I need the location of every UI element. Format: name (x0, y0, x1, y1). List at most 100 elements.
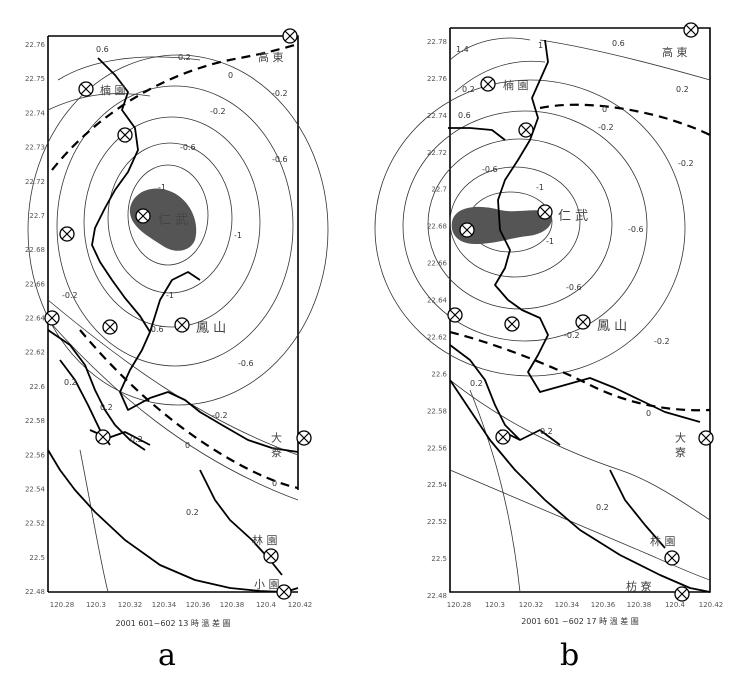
station-marker-b9 (698, 430, 714, 446)
admin-boundary-b3 (609, 469, 666, 549)
y-tick-label: 22.58 (427, 407, 447, 415)
x-tick-labels-b: 120.28 120.3 120.32 120.34 120.36 120.38 120.4… (447, 601, 724, 609)
place-name: 鳳 山 (597, 319, 627, 334)
contour-label: -0.2 (654, 337, 670, 346)
contour-label: 0.2 (462, 85, 475, 94)
place-name: 鳳 山 (196, 321, 226, 336)
y-tick-label: 22.56 (25, 451, 46, 459)
y-tick-label: 22.74 (427, 112, 448, 120)
station-marker-b10 (664, 550, 680, 566)
admin-boundary-b (494, 39, 701, 423)
contour-label: -0.6 (628, 225, 644, 234)
place-name: 仁 武 (558, 209, 588, 224)
contour-label: -1 (234, 231, 242, 240)
x-tick-label: 120.3 (86, 601, 106, 609)
contour-label: -1 (166, 291, 174, 300)
station-marker-b3 (537, 204, 553, 220)
y-tick-labels-a: 22.7622.7522.7422.7322.7222.722.6822.662… (25, 41, 46, 596)
x-tick-label: 120.34 (152, 601, 177, 609)
x-tick-label: 120.28 (447, 601, 472, 609)
place-name: 大 寮 (270, 431, 283, 458)
place-name: 楠 園 (100, 83, 126, 97)
x-tick-label: 120.38 (627, 601, 652, 609)
admin-boundary-a2 (149, 271, 201, 333)
zero-contour-a-north (51, 42, 299, 171)
y-tick-label: 22.7 (29, 212, 45, 220)
station-marker-a3 (135, 208, 151, 224)
y-tick-label: 22.54 (25, 485, 46, 493)
x-tick-label: 120.32 (118, 601, 143, 609)
y-tick-label: 22.72 (427, 149, 447, 157)
isolines-b (374, 37, 711, 593)
x-tick-label: 120.3 (485, 601, 505, 609)
y-tick-label: 22.62 (427, 333, 447, 341)
y-tick-label: 22.58 (25, 417, 45, 425)
contour-label: -0.2 (210, 107, 226, 116)
contour-label: -0.2 (212, 411, 228, 420)
x-tick-labels-a: 120.28 120.3 120.32 120.34 120.36 120.38 120.4… (50, 601, 313, 609)
admin-boundary-b2 (448, 127, 506, 141)
contour-label: -0.6 (566, 283, 582, 292)
station-marker-a1 (78, 81, 94, 97)
y-tick-label: 22.52 (25, 520, 45, 528)
y-tick-label: 22.52 (427, 518, 447, 526)
contour-labels-b: 1.4 1 0.6 0.2 0.6 0.2 0 -0.2 -0.2 -0.6 -… (456, 39, 694, 512)
y-tick-label: 22.7 (431, 186, 447, 194)
contour-label: 0 (185, 441, 190, 450)
x-tick-label: 120.32 (519, 601, 544, 609)
place-name: 小 園 (254, 578, 280, 591)
place-name: 楠 園 (503, 78, 529, 92)
zero-contour-b-north (539, 103, 711, 136)
contour-label: 0 (646, 409, 651, 418)
station-marker-b1 (480, 76, 496, 92)
y-tick-label: 22.76 (25, 41, 46, 49)
place-name: 高 東 (662, 45, 688, 59)
y-tick-label: 22.48 (427, 592, 447, 600)
contour-label: -0.2 (678, 159, 694, 168)
y-tick-label: 22.64 (427, 297, 448, 305)
map-panel-b: 22.78 22.76 22.74 22.72 22.7 22.68 22.66 22.64 2… (374, 22, 724, 626)
station-marker-b11 (674, 586, 690, 602)
y-tick-label: 22.78 (427, 38, 447, 46)
x-tick-label: 120.36 (186, 601, 211, 609)
contour-label: 0.2 (540, 427, 553, 436)
y-tick-label: 22.6 (431, 370, 447, 378)
contour-label: -0.2 (598, 123, 614, 132)
place-name: 仁 武 (158, 213, 188, 228)
station-marker-a6 (102, 319, 118, 335)
y-tick-label: 22.5 (431, 555, 447, 563)
admin-boundary-a (91, 57, 299, 453)
y-tick-label: 22.5 (29, 554, 45, 562)
contour-label: -1 (546, 237, 554, 246)
station-marker-b6 (504, 316, 520, 332)
station-marker-a5 (44, 310, 60, 326)
contour-label: -0.6 (180, 143, 196, 152)
contour-labels-a: 0.6 0.2 0 -0.2 -0.2 -0.6 -0.6 -1 -1 -1 -… (62, 45, 288, 517)
contour-label: -0.6 (482, 165, 498, 174)
y-tick-label: 22.64 (25, 315, 46, 323)
contour-label: -1 (536, 183, 544, 192)
station-marker-a11 (276, 584, 292, 600)
contour-label: 1 (538, 41, 543, 50)
contour-label: 0 (228, 71, 233, 80)
contour-label: -1 (158, 183, 166, 192)
station-marker-b4 (459, 222, 475, 238)
station-marker-b7 (575, 314, 591, 330)
warm-core-a (129, 188, 197, 251)
y-tick-label: 22.68 (427, 223, 447, 231)
contour-label: 0.2 (64, 378, 77, 387)
x-tick-label: 120.28 (50, 601, 75, 609)
warm-core-b (451, 206, 552, 244)
map-frame-a (48, 35, 299, 490)
coastline-b (449, 379, 711, 593)
station-marker-a9 (296, 430, 312, 446)
contour-label: 0.2 (178, 53, 191, 62)
place-name: 高 東 (258, 50, 284, 64)
y-tick-label: 22.72 (25, 178, 45, 186)
coastline-a (47, 449, 299, 593)
zero-contour-b-south (449, 330, 711, 412)
contour-label: 0.2 (596, 503, 609, 512)
station-marker-a12 (282, 28, 298, 44)
x-tick-label: 120.42 (288, 601, 313, 609)
